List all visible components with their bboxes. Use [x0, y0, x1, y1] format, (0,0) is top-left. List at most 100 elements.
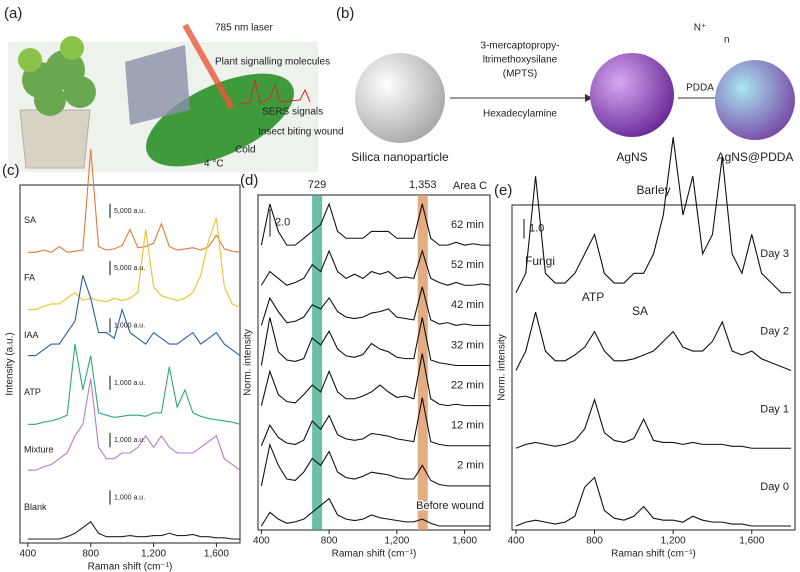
spectrum — [515, 137, 792, 294]
annotation: Insect biting wound — [258, 127, 344, 138]
series-label: IAA — [24, 330, 39, 340]
annotation: Fungi — [525, 254, 555, 268]
spectrum — [27, 343, 241, 425]
x-tick-label: 400 — [253, 536, 270, 547]
spectrum — [260, 442, 490, 487]
highlight-band — [417, 195, 428, 530]
x-tick-label: 800 — [82, 549, 99, 560]
plot-frame — [257, 194, 491, 531]
plot-frame — [511, 204, 796, 531]
spectrum — [260, 353, 490, 407]
spectrum — [27, 521, 240, 540]
panel-label: (a) — [4, 5, 22, 22]
x-tick-label: 800 — [586, 536, 603, 547]
caption: AgNS@PDDA — [717, 150, 794, 164]
reagent: PDDA — [686, 83, 714, 94]
plant — [18, 36, 96, 116]
series-label: 52 min — [451, 259, 484, 271]
spectrum — [260, 202, 490, 246]
panel-label: (d) — [240, 172, 258, 189]
reagent: (MPTS) — [503, 69, 537, 80]
plot-frame — [19, 184, 241, 544]
spectrum — [27, 275, 241, 357]
scale-label: 1,000 a.u. — [114, 323, 145, 330]
series-label: Day 3 — [760, 248, 789, 260]
scale-bar-label: 2.0 — [275, 217, 290, 229]
annotation: Plant signalling molecules — [215, 57, 330, 68]
spectrum — [260, 497, 490, 527]
spectrum — [260, 317, 490, 367]
x-tick-label: 1,600 — [204, 549, 229, 560]
scale-label: 5,000 a.u. — [114, 265, 145, 272]
annotation: Area C — [453, 180, 487, 192]
panel-a: (a) 785 nm laser Plant signalling molecu… — [4, 5, 344, 172]
x-tick-label: 1,200 — [661, 536, 686, 547]
caption: Silica nanoparticle — [351, 150, 449, 164]
annotation: SERS signals — [262, 107, 323, 118]
scale-label: 1,000 a.u. — [114, 437, 145, 444]
scale-label: 1,000 a.u. — [114, 495, 145, 502]
series-label: Day 0 — [760, 481, 789, 493]
series-label: Day 2 — [760, 326, 789, 338]
spectrum — [27, 378, 241, 471]
leaf — [146, 73, 294, 167]
highlight-label: 1,353 — [409, 179, 437, 191]
leaf-section — [125, 45, 190, 125]
x-tick-label: 1,600 — [739, 536, 764, 547]
spectrum — [515, 397, 792, 449]
spectrum — [27, 149, 241, 253]
highlight-label: 729 — [308, 179, 326, 191]
laser-beam — [182, 23, 235, 110]
series-label: 32 min — [451, 339, 484, 351]
agns-pdda-sphere — [715, 60, 795, 140]
caption: AgNS — [616, 150, 647, 164]
x-tick-label: 1,200 — [384, 536, 409, 547]
x-tick-label: 800 — [321, 536, 338, 547]
annotation: 4 °C — [204, 159, 224, 170]
panel-label: (e) — [494, 182, 512, 199]
y-axis-label: Intensity (a.u.) — [5, 332, 16, 395]
annotation: 785 nm laser — [215, 23, 273, 34]
arrowhead — [585, 94, 593, 102]
series-label: 42 min — [451, 299, 484, 311]
panel-label: (b) — [336, 5, 354, 22]
series-label: ATP — [24, 387, 41, 397]
series-label: Day 1 — [760, 403, 789, 415]
annotation: Cold — [235, 145, 256, 156]
x-axis-label: Raman shift (cm⁻¹) — [611, 549, 696, 560]
series-label: 62 min — [451, 219, 484, 231]
series-label: Before wound — [416, 500, 484, 512]
monomer-n: n — [724, 35, 730, 46]
spectrum — [515, 312, 792, 372]
spectrum — [260, 286, 490, 326]
series-label: 2 min — [457, 460, 484, 472]
scale-label: 5,000 a.u. — [114, 208, 145, 215]
x-tick-label: 1,200 — [141, 549, 166, 560]
x-axis-label: Raman shift (cm⁻¹) — [332, 549, 417, 560]
pot — [19, 109, 91, 169]
sers-signal — [239, 79, 311, 105]
series-label: Blank — [24, 502, 47, 512]
spectrum — [515, 476, 792, 527]
scale-bar-label: 1.0 — [529, 223, 544, 235]
x-axis-label: Raman shift (cm⁻¹) — [88, 562, 173, 572]
highlight-band — [312, 195, 323, 530]
panel-b: (b) 3-mercaptopropy- ltrimethoxysilane (… — [336, 5, 795, 164]
series-label: SA — [24, 215, 36, 225]
silica-sphere — [355, 53, 445, 143]
annotation: SA — [632, 304, 648, 318]
x-tick-label: 1,600 — [452, 536, 477, 547]
spectrum — [27, 217, 241, 311]
series-label: 12 min — [451, 420, 484, 432]
scale-label: 1,000 a.u. — [114, 380, 145, 387]
panel-label: (c) — [2, 162, 20, 179]
x-tick-label: 400 — [20, 549, 37, 560]
agns-sphere — [590, 53, 674, 137]
spectrum — [260, 397, 490, 447]
series-label: FA — [24, 273, 35, 283]
reagent: Hexadecylamine — [483, 109, 557, 120]
y-axis-label: Norm. intensity — [497, 334, 508, 401]
reagent: 3-mercaptopropy- — [481, 41, 560, 52]
chart-title: Barley — [636, 183, 670, 197]
